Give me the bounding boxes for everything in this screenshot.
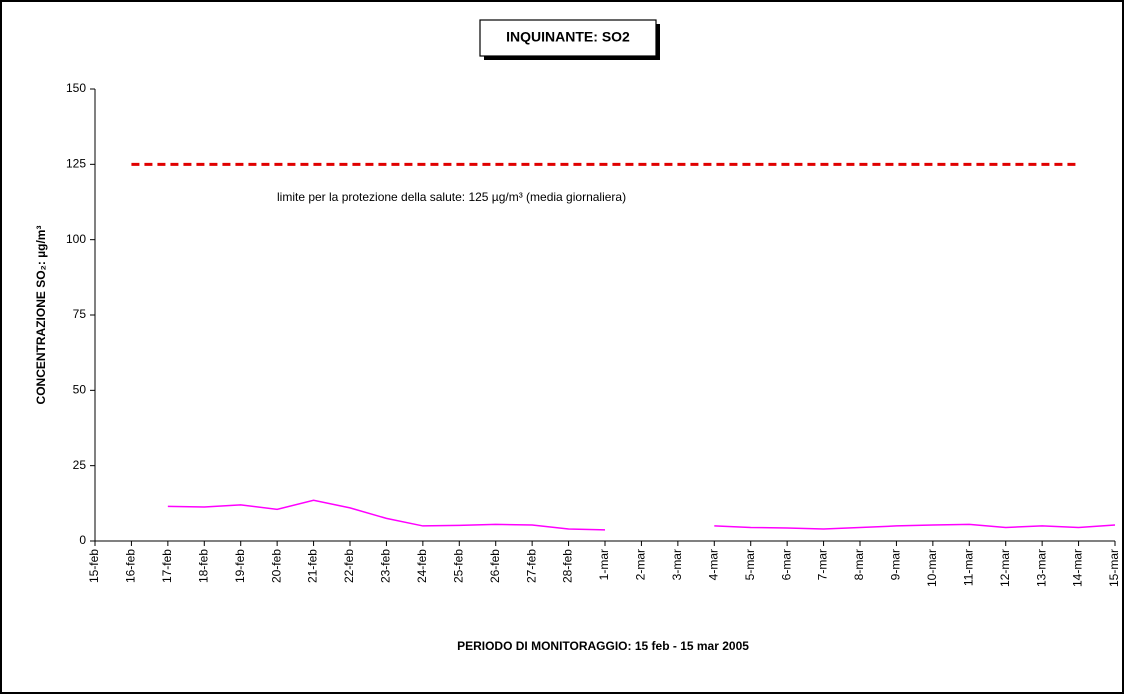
x-tick-label: 11-mar xyxy=(961,549,975,586)
x-tick-label: 19-feb xyxy=(233,549,247,583)
x-tick-label: 5-mar xyxy=(743,549,757,580)
x-tick-label: 7-mar xyxy=(816,549,830,580)
x-tick-label: 15-feb xyxy=(87,549,101,583)
y-tick-label: 75 xyxy=(73,307,87,321)
x-tick-label: 24-feb xyxy=(415,549,429,583)
x-tick-label: 17-feb xyxy=(160,549,174,583)
x-tick-label: 6-mar xyxy=(779,549,793,580)
x-tick-label: 9-mar xyxy=(889,549,903,580)
title-box xyxy=(479,19,657,57)
x-tick-label: 10-mar xyxy=(925,549,939,587)
x-tick-label: 2-mar xyxy=(634,549,648,580)
x-tick-label: 25-feb xyxy=(451,549,465,583)
y-tick-label: 125 xyxy=(66,157,86,171)
x-tick-label: 22-feb xyxy=(342,549,356,583)
x-tick-label: 12-mar xyxy=(998,549,1012,587)
x-tick-label: 26-feb xyxy=(488,549,502,583)
chart-title: INQUINANTE: SO2 xyxy=(506,29,630,45)
annotation: limite per la protezione della salute: 1… xyxy=(277,190,626,204)
y-tick-label: 50 xyxy=(73,383,87,397)
y-tick-label: 100 xyxy=(66,232,86,246)
x-tick-label: 3-mar xyxy=(670,549,684,580)
series-line xyxy=(167,499,1116,531)
x-tick-label: 15-mar xyxy=(1107,549,1121,587)
x-tick-label: 4-mar xyxy=(706,549,720,580)
y-axis-title: CONCENTRAZIONE SO₂: µg/m³ xyxy=(34,226,48,405)
x-tick-label: 8-mar xyxy=(852,549,866,580)
y-tick-label: 0 xyxy=(79,533,86,547)
x-tick-label: 18-feb xyxy=(196,549,210,583)
x-tick-label: 21-feb xyxy=(306,549,320,583)
x-tick-label: 28-feb xyxy=(561,549,575,583)
x-tick-label: 23-feb xyxy=(379,549,393,583)
x-tick-label: 14-mar xyxy=(1071,549,1085,587)
y-tick-label: 25 xyxy=(73,458,87,472)
x-tick-label: 1-mar xyxy=(597,549,611,580)
x-tick-label: 16-feb xyxy=(124,549,138,583)
x-tick-label: 27-feb xyxy=(524,549,538,583)
x-tick-label: 13-mar xyxy=(1034,549,1048,587)
x-tick-label: 20-feb xyxy=(269,549,283,583)
x-axis-title: PERIODO DI MONITORAGGIO: 15 feb - 15 mar… xyxy=(457,639,749,653)
y-tick-label: 150 xyxy=(66,81,86,95)
